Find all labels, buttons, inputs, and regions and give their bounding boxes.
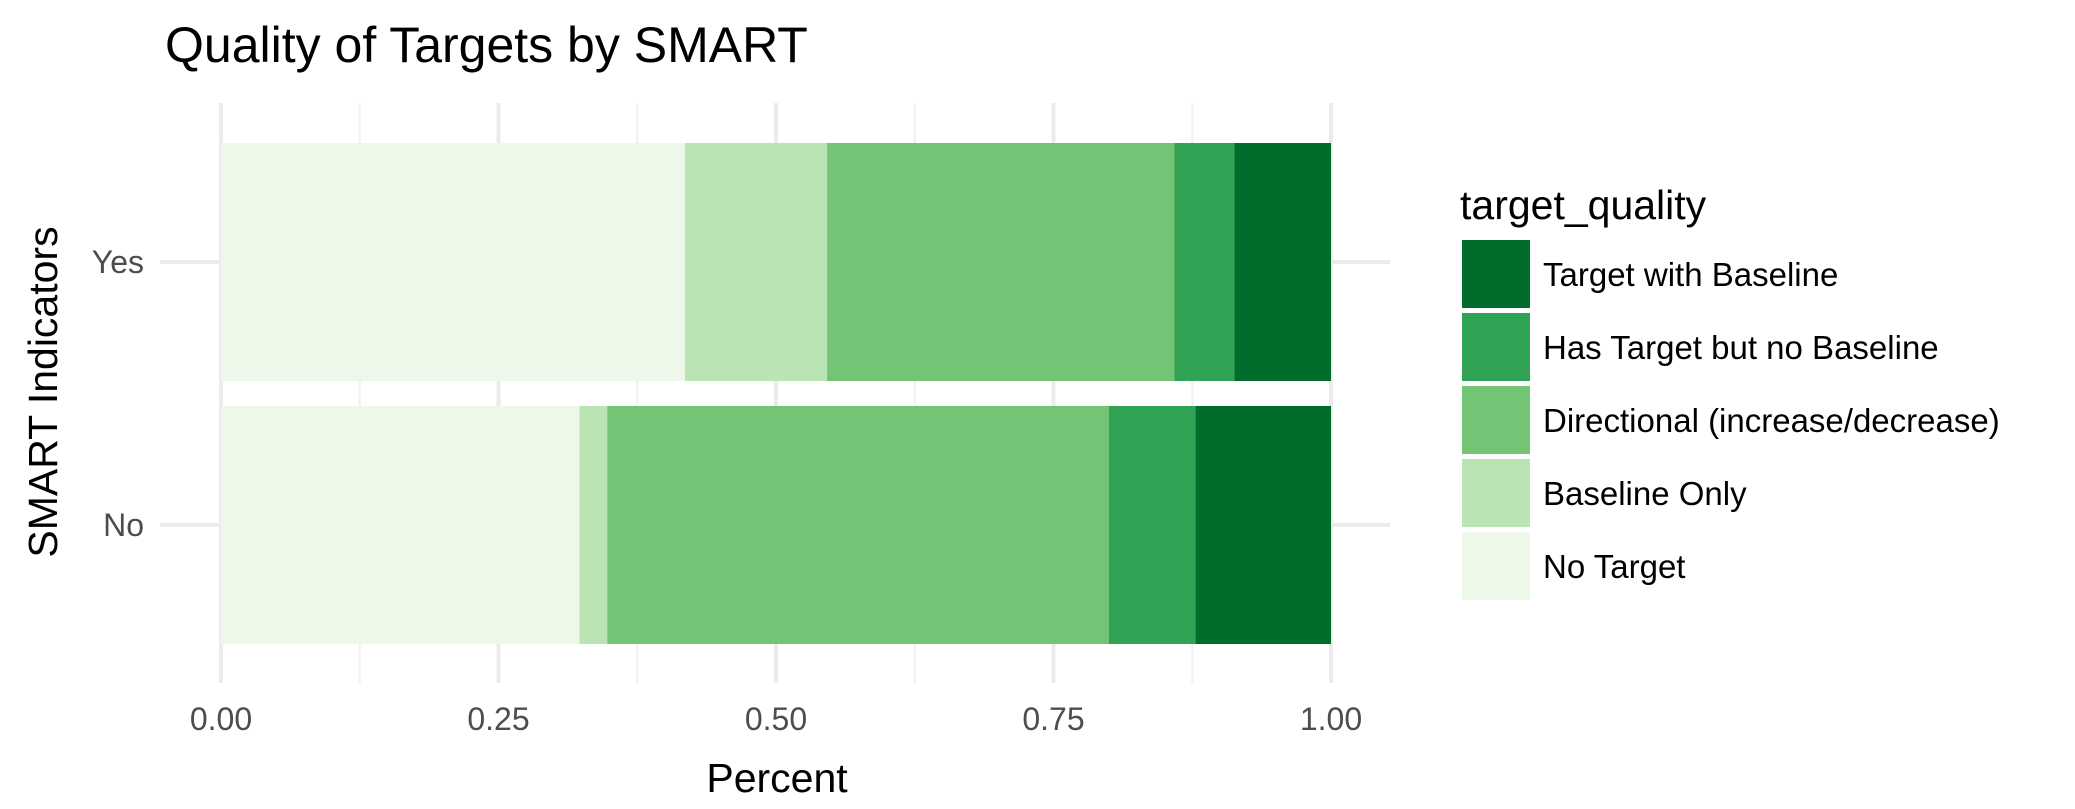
bar-segment [221,406,580,644]
legend-key [1462,459,1530,527]
y-tick-label: No [103,507,144,543]
legend-label: No Target [1543,548,1685,585]
bar-segment [607,406,1109,644]
bars [221,143,1331,644]
x-axis-title: Percent [706,755,848,801]
bar-segment [1109,406,1196,644]
legend-key [1462,386,1530,454]
legend-label: Directional (increase/decrease) [1543,402,2000,439]
legend-label: Has Target but no Baseline [1543,329,1939,366]
y-axis-title: SMART Indicators [20,226,66,557]
bar-segment [221,143,685,381]
bar-segment [827,143,1175,381]
bar-segment [1195,406,1331,644]
bar-segment [684,143,828,381]
y-axis-ticks: Yes No [92,244,144,543]
bar-segment [1234,143,1331,381]
legend-label: Baseline Only [1543,475,1747,512]
bar-segment [579,406,608,644]
legend-key [1462,532,1530,600]
x-tick-label: 0.25 [467,701,529,737]
x-tick-label: 0.50 [745,701,807,737]
legend-label: Target with Baseline [1543,256,1838,293]
legend-key [1462,313,1530,381]
legend-key [1462,240,1530,308]
x-tick-label: 1.00 [1300,701,1362,737]
chart-title: Quality of Targets by SMART [165,17,808,73]
x-axis-ticks: 0.00 0.25 0.50 0.75 1.00 [190,701,1362,737]
legend-title: target_quality [1460,182,1707,228]
legend: target_quality Target with Baseline Has T… [1460,182,2000,600]
bar-segment [1174,143,1235,381]
x-tick-label: 0.75 [1022,701,1084,737]
y-tick-label: Yes [92,244,144,280]
x-tick-label: 0.00 [190,701,252,737]
